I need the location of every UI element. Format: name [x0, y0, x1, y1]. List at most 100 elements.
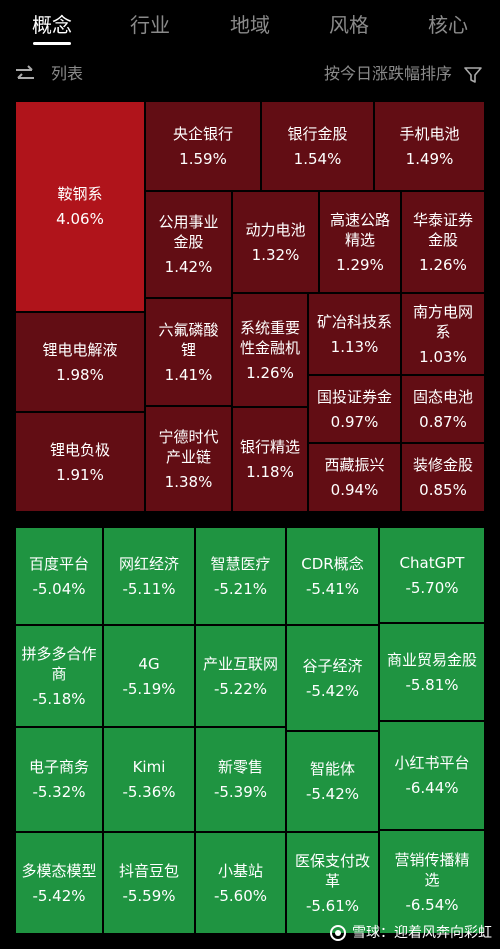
- heatmap-tile[interactable]: 矿冶科技系 1.13%: [309, 294, 400, 374]
- heatmap-tile[interactable]: 多模态模型 -5.42%: [16, 833, 102, 933]
- tile-change: 0.97%: [330, 412, 379, 431]
- toolbar: 列表 按今日涨跌幅排序: [0, 52, 500, 96]
- heatmap-tile[interactable]: 4G -5.19%: [104, 626, 194, 726]
- heatmap-tile[interactable]: 医保支付改革 -5.61%: [287, 833, 378, 933]
- heatmap-tile[interactable]: Kimi -5.36%: [104, 728, 194, 831]
- tile-change: -5.60%: [213, 886, 268, 905]
- heatmap-tile[interactable]: 营销传播精选 -6.54%: [380, 831, 484, 933]
- tile-change: -5.18%: [32, 689, 86, 708]
- tile-name: 智慧医疗: [210, 554, 271, 573]
- tile-name: 智能体: [309, 760, 355, 778]
- tile-change: -5.42%: [305, 785, 360, 803]
- heatmap-tile[interactable]: 拼多多合作商 -5.18%: [16, 626, 102, 726]
- tile-name: 手机电池: [399, 124, 460, 143]
- tile-change: -5.61%: [305, 896, 360, 915]
- filter-funnel-icon[interactable]: [464, 66, 482, 84]
- tile-change: -5.41%: [305, 579, 360, 598]
- heatmap-tile[interactable]: 公用事业金股 1.42%: [146, 192, 231, 297]
- tile-name: 装修金股: [412, 456, 473, 474]
- heatmap-tile[interactable]: 鞍钢系 4.06%: [16, 102, 144, 311]
- tab-industry[interactable]: 行业: [130, 13, 170, 37]
- tile-change: -5.21%: [213, 579, 268, 598]
- tile-name: 南方电网系: [412, 302, 473, 341]
- tile-name: 公用事业金股: [158, 213, 219, 251]
- tile-change: 1.03%: [419, 347, 467, 366]
- tile-change: -5.22%: [213, 679, 268, 698]
- tile-name: 多模态模型: [21, 861, 97, 880]
- tile-change: 1.49%: [405, 149, 454, 168]
- heatmap-tile[interactable]: 西藏振兴 0.94%: [309, 444, 400, 511]
- heatmap-tile[interactable]: 央企银行 1.59%: [146, 102, 260, 190]
- tile-name: 锂电负极: [49, 440, 110, 459]
- heatmap-tile[interactable]: 抖音豆包 -5.59%: [104, 833, 194, 933]
- heatmap-tile[interactable]: CDR概念 -5.41%: [287, 528, 378, 624]
- tile-change: -5.39%: [213, 783, 268, 801]
- tab-core[interactable]: 核心: [428, 13, 468, 37]
- heatmap-tile[interactable]: 锂电电解液 1.98%: [16, 313, 144, 411]
- tile-change: -5.19%: [122, 679, 176, 698]
- heatmap-tile[interactable]: 产业互联网 -5.22%: [196, 626, 285, 726]
- heatmap-tile[interactable]: 商业贸易金股 -5.81%: [380, 624, 484, 720]
- heatmap-tile[interactable]: 小基站 -5.60%: [196, 833, 285, 933]
- heatmap-tile[interactable]: ChatGPT -5.70%: [380, 528, 484, 622]
- category-tabs: 概念 行业 地域 风格 核心: [0, 0, 500, 50]
- tile-name: 鞍钢系: [57, 185, 103, 203]
- tile-change: 1.13%: [330, 337, 379, 356]
- tab-style[interactable]: 风格: [329, 13, 369, 37]
- heatmap-tile[interactable]: 银行精选 1.18%: [233, 408, 307, 511]
- heatmap-tile[interactable]: 新零售 -5.39%: [196, 728, 285, 831]
- heatmap-tile[interactable]: 动力电池 1.32%: [233, 192, 318, 292]
- heatmap-tile[interactable]: 手机电池 1.49%: [375, 102, 484, 190]
- tile-name: 电子商务: [28, 758, 89, 776]
- tile-name: ChatGPT: [399, 553, 465, 572]
- heatmap-tile[interactable]: 智慧医疗 -5.21%: [196, 528, 285, 624]
- heatmap-tile[interactable]: 系统重要性金融机 1.26%: [233, 294, 307, 406]
- tile-change: -5.70%: [405, 578, 459, 597]
- tile-change: 0.85%: [419, 481, 467, 499]
- swap-arrows-icon[interactable]: [14, 64, 36, 84]
- tile-change: 1.26%: [246, 363, 294, 382]
- tile-change: -5.11%: [122, 579, 176, 598]
- tile-change: 1.29%: [336, 255, 384, 274]
- tile-name: 高速公路精选: [329, 210, 390, 249]
- tab-region[interactable]: 地域: [230, 13, 270, 37]
- tile-name: 抖音豆包: [118, 861, 179, 880]
- heatmap-tile[interactable]: 小红书平台 -6.44%: [380, 722, 484, 829]
- heatmap-tile[interactable]: 锂电负极 1.91%: [16, 413, 144, 511]
- heatmap-tile[interactable]: 六氟磷酸锂 1.41%: [146, 299, 231, 405]
- tile-name: 系统重要性金融机: [239, 318, 300, 357]
- tile-change: -5.42%: [305, 681, 360, 700]
- snowball-logo-icon: [330, 925, 346, 941]
- heatmap-tile[interactable]: 国投证券金 0.97%: [309, 376, 400, 442]
- heatmap-tile[interactable]: 南方电网系 1.03%: [402, 294, 484, 374]
- tile-change: -5.36%: [122, 783, 176, 801]
- tile-change: -5.32%: [32, 783, 86, 801]
- tile-name: 华泰证券金股: [412, 210, 473, 249]
- heatmap-tile[interactable]: 装修金股 0.85%: [402, 444, 484, 511]
- tile-name: 百度平台: [28, 554, 89, 573]
- tile-name: 营销传播精选: [394, 850, 470, 889]
- heatmap-tile[interactable]: 宁德时代产业链 1.38%: [146, 407, 231, 511]
- watermark-text: 雪球：迎着风奔向彩虹: [352, 925, 492, 941]
- heatmap-tile[interactable]: 智能体 -5.42%: [287, 732, 378, 831]
- heatmap-tile[interactable]: 百度平台 -5.04%: [16, 528, 102, 624]
- tile-name: 矿冶科技系: [316, 312, 392, 331]
- tile-change: 1.59%: [179, 149, 227, 168]
- heatmap-tile[interactable]: 高速公路精选 1.29%: [320, 192, 400, 292]
- heatmap-tile[interactable]: 华泰证券金股 1.26%: [402, 192, 484, 292]
- heatmap-tile[interactable]: 网红经济 -5.11%: [104, 528, 194, 624]
- tile-change: -5.59%: [122, 886, 176, 905]
- list-view-toggle[interactable]: 列表: [51, 64, 84, 83]
- tile-name: 六氟磷酸锂: [158, 320, 219, 359]
- sort-label[interactable]: 按今日涨跌幅排序: [323, 64, 452, 83]
- tile-name: 4G: [138, 654, 160, 673]
- heatmap-tile[interactable]: 谷子经济 -5.42%: [287, 626, 378, 730]
- tile-name: Kimi: [132, 758, 166, 776]
- tile-change: 1.42%: [164, 258, 213, 276]
- heatmap-tile[interactable]: 银行金股 1.54%: [262, 102, 373, 190]
- heatmap-tile[interactable]: 电子商务 -5.32%: [16, 728, 102, 831]
- tile-name: 西藏振兴: [324, 456, 385, 474]
- tile-name: 银行精选: [239, 438, 300, 456]
- heatmap-tile[interactable]: 固态电池 0.87%: [402, 376, 484, 442]
- tab-concept[interactable]: 概念: [32, 13, 72, 37]
